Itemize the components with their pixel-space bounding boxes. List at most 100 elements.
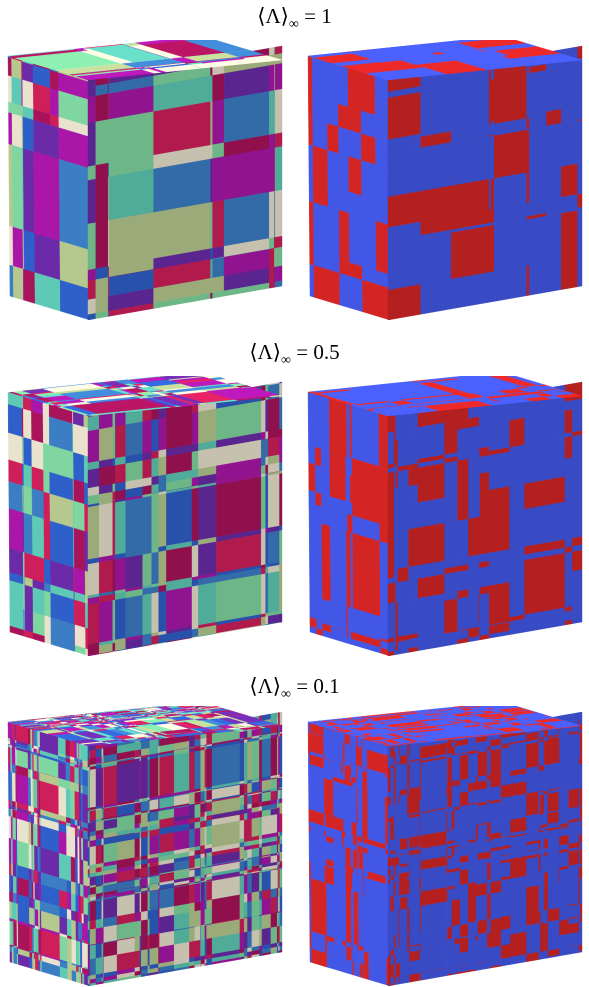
mosaic-cell [324, 830, 327, 837]
cube-top-face [7, 40, 283, 81]
mosaic-cell [393, 746, 396, 753]
mosaic-cell [112, 642, 116, 652]
mosaic-cell [397, 607, 409, 638]
mosaic-cell [243, 841, 248, 847]
mosaic-cell [334, 955, 344, 973]
mosaic-cell [444, 598, 458, 630]
mosaic-cell [66, 833, 72, 858]
mosaic-cell [40, 780, 60, 816]
mosaic-cell [270, 814, 278, 834]
mosaic-cell [139, 970, 142, 976]
mosaic-cell [9, 548, 24, 577]
mosaic-cell [279, 716, 283, 726]
mosaic-cell [397, 412, 409, 432]
mosaic-cell [279, 798, 283, 804]
mosaic-cell [89, 822, 97, 833]
mosaic-cell [490, 271, 495, 303]
mosaic-cell [468, 425, 480, 451]
mosaic-cell [210, 75, 213, 102]
mosaic-cell [395, 898, 400, 911]
mosaic-cell [42, 414, 50, 446]
mosaic-cell [112, 599, 116, 641]
mosaic-cell [457, 493, 469, 522]
mosaic-cell [395, 750, 400, 758]
mosaic-cell [526, 218, 530, 267]
mosaic-cell [395, 462, 399, 468]
mosaic-cell [387, 868, 391, 876]
mosaic-cell [139, 950, 142, 968]
mosaic-cell [204, 867, 207, 876]
mosaic-cell [308, 830, 311, 837]
mosaic-cell [59, 916, 68, 936]
mosaic-cell [351, 638, 354, 646]
mosaic-cell [149, 890, 159, 911]
mosaic-cell [101, 767, 104, 807]
mosaic-cell [134, 832, 141, 840]
mosaic-cell [101, 764, 104, 769]
mosaic-cell [58, 159, 90, 251]
mosaic-cell [327, 206, 340, 260]
mosaic-cell [315, 504, 322, 525]
mosaic-cell [74, 819, 78, 827]
mosaic-cell [343, 864, 346, 872]
mosaic-cell [139, 837, 142, 857]
mosaic-cell [81, 913, 85, 925]
mosaic-cell [393, 488, 396, 507]
mosaic-cell [261, 870, 272, 892]
mosaic-cell [31, 466, 44, 493]
mosaic-cell [149, 799, 159, 811]
mosaic-cell [87, 823, 91, 833]
mosaic-cell [246, 56, 283, 63]
mosaic-cell [200, 857, 206, 867]
mosaic-cell [387, 858, 391, 868]
mosaic-cell [393, 609, 396, 638]
mosaic-cell [344, 784, 351, 823]
mosaic-cell [313, 265, 330, 302]
mosaic-cell [278, 777, 281, 789]
mosaic-cell [49, 520, 74, 568]
mosaic-cell [194, 939, 201, 958]
mosaic-cell [17, 923, 30, 951]
mosaic-cell [312, 96, 328, 124]
mosaic-cell [28, 897, 33, 909]
mosaic-cell [191, 585, 199, 627]
mosaic-cell [158, 590, 167, 633]
mosaic-cell [393, 582, 396, 603]
mosaic-cell [358, 851, 364, 871]
mosaic-cell [95, 821, 103, 832]
mosaic-cell [395, 766, 400, 792]
mosaic-cell [325, 841, 335, 862]
mosaic-cell [16, 773, 29, 807]
mosaic-cell [345, 871, 352, 891]
mosaic-cell [200, 882, 206, 902]
mosaic-cell [204, 826, 207, 846]
mosaic-cell [87, 887, 91, 896]
mosaic-cell [387, 964, 391, 979]
mosaic-cell [323, 773, 326, 780]
mosaic-cell [216, 476, 262, 538]
mosaic-cell [115, 597, 126, 641]
mosaic-cell [87, 979, 91, 985]
mosaic-cell [33, 778, 38, 809]
mosaic-cell [8, 459, 23, 486]
mosaic-cell [206, 819, 213, 828]
mosaic-cell [95, 885, 103, 895]
mosaic-cell [87, 279, 97, 301]
mosaic-cell [158, 474, 167, 485]
mosaic-cell [279, 868, 283, 889]
mosaic-cell [8, 862, 12, 876]
mosaic-cell [75, 894, 79, 913]
mosaic-cell [387, 582, 395, 604]
mosaic-cell [204, 790, 207, 801]
mosaic-cell [89, 919, 97, 930]
mosaic-cell [270, 912, 278, 929]
mosaic-cell [358, 823, 363, 838]
mosaic-cell [75, 940, 79, 966]
mosaic-cell [278, 803, 281, 809]
mosaic-cell [390, 977, 395, 985]
mosaic-cell [206, 937, 213, 956]
mosaic-cell [95, 808, 103, 821]
mosaic-cell [387, 431, 395, 443]
mosaic-cell [9, 945, 13, 953]
mosaic-cell [572, 549, 583, 572]
